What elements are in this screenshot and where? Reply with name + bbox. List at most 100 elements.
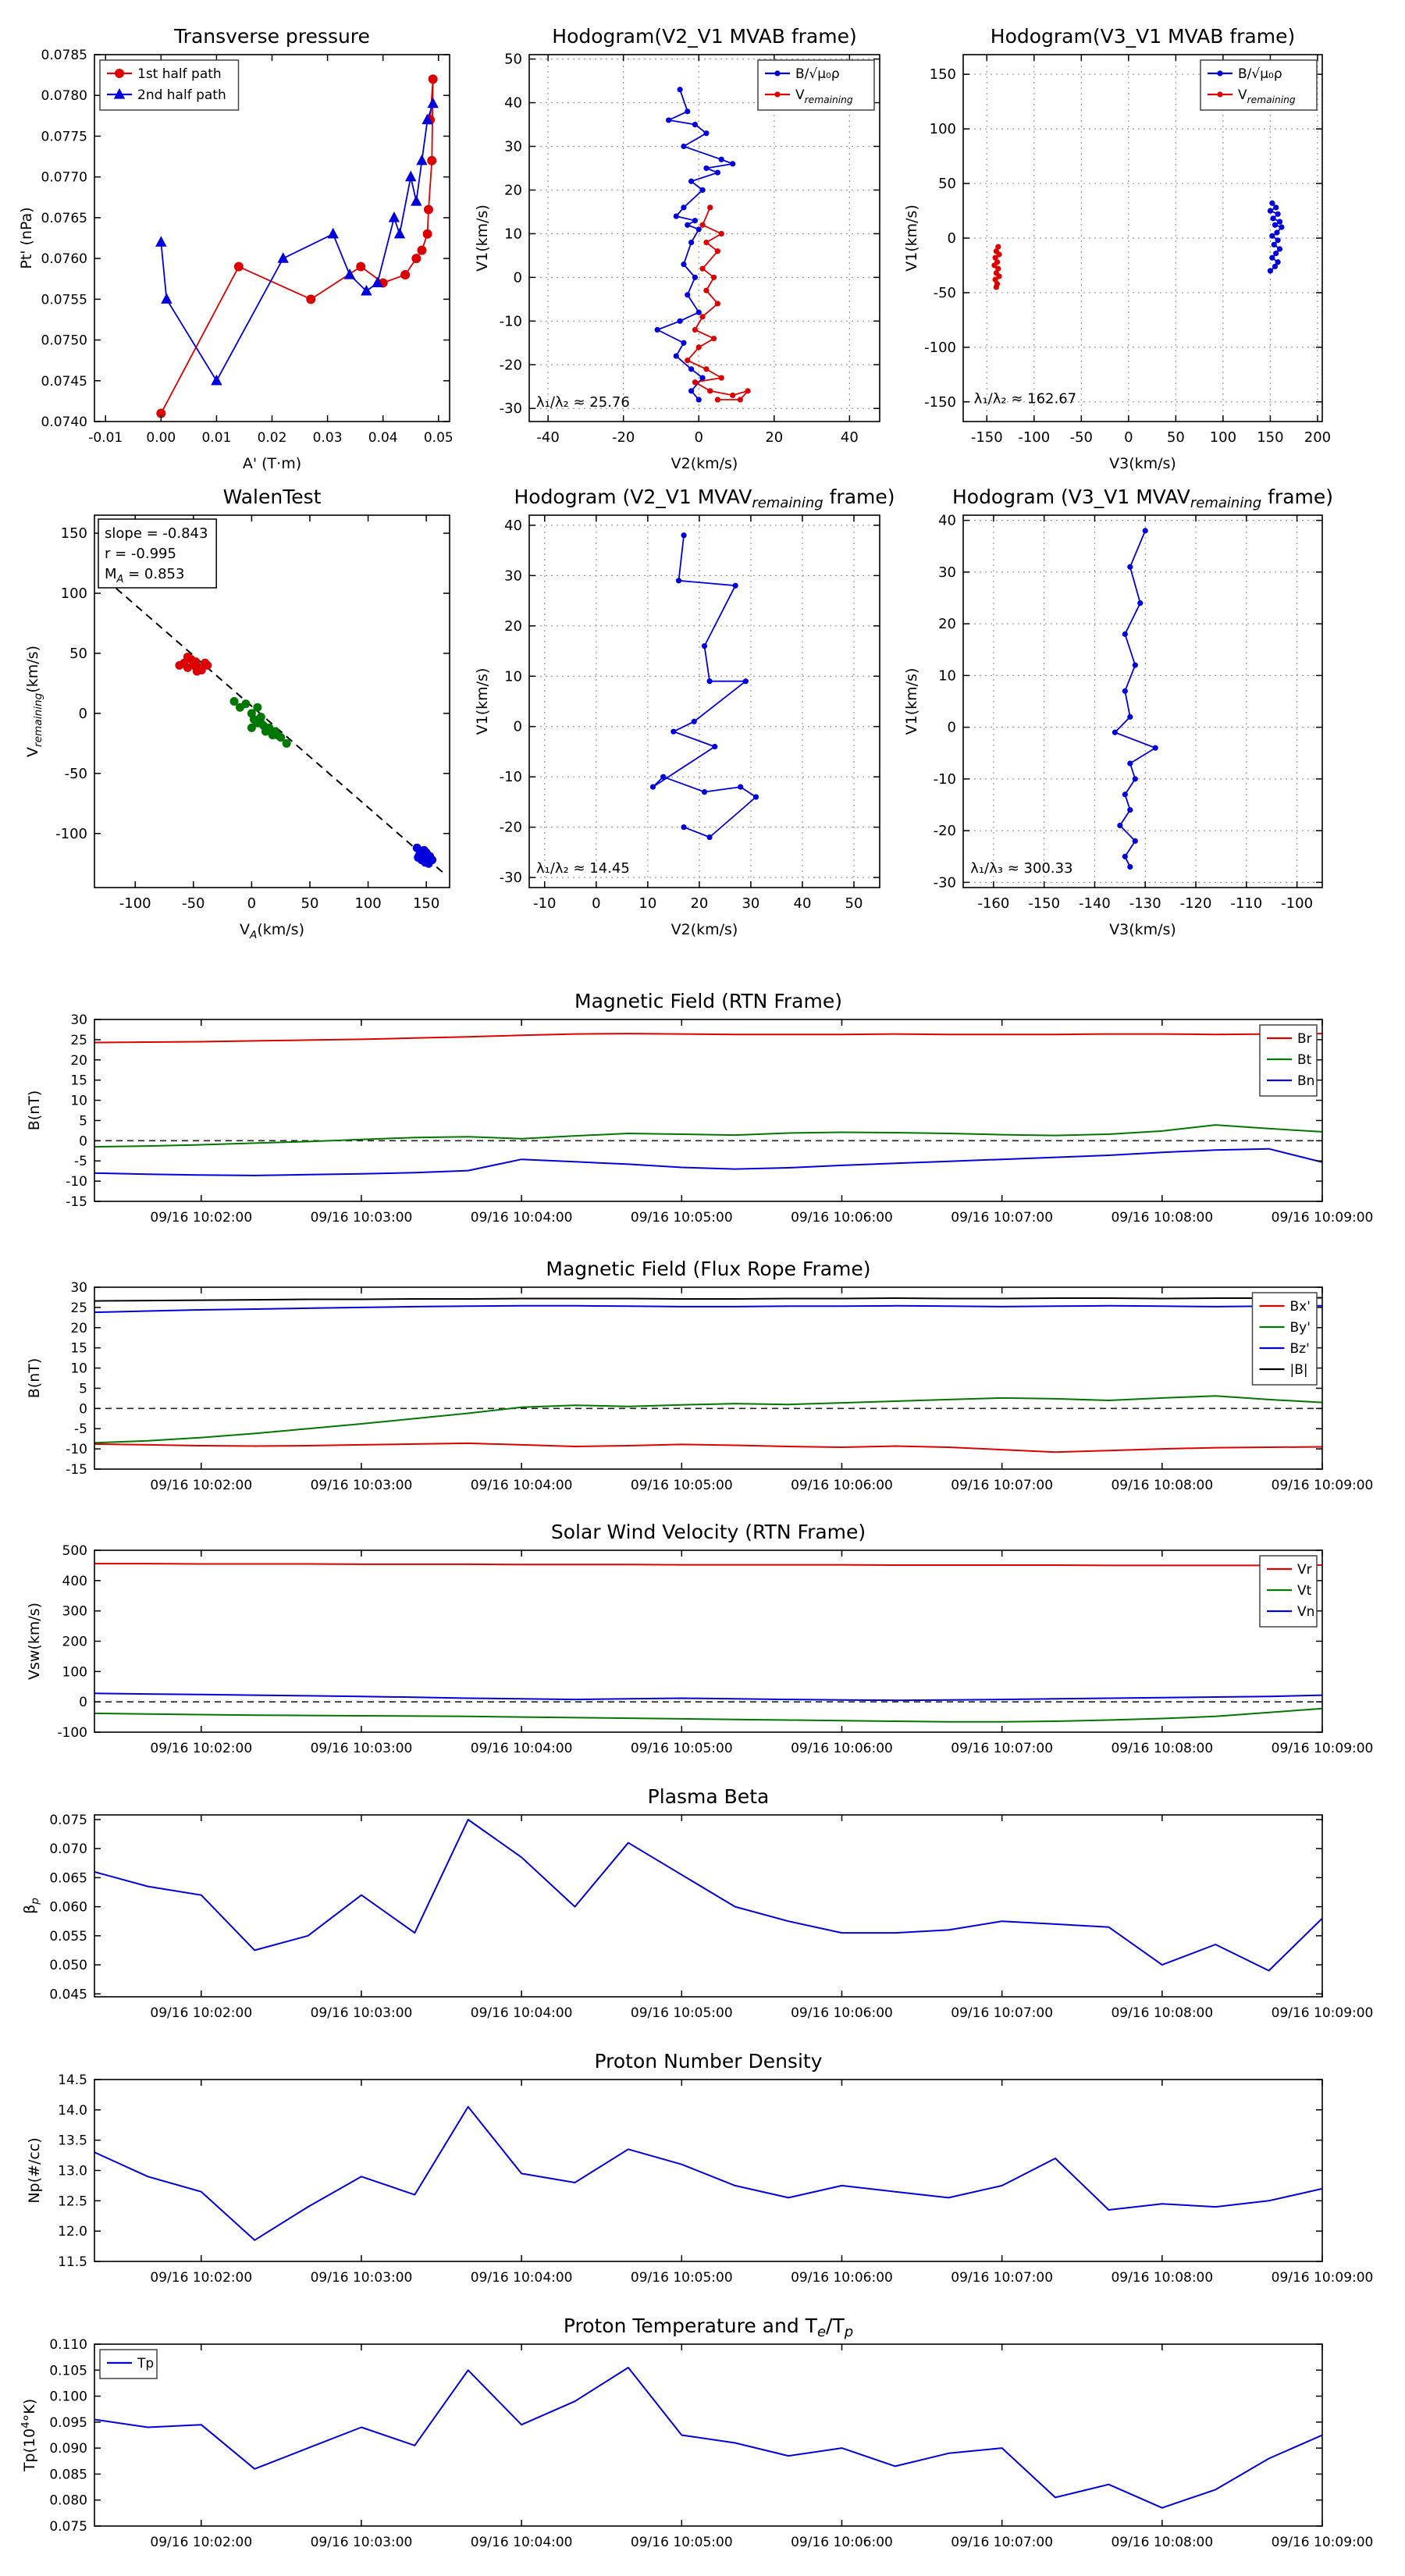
svg-text:V2(km/s): V2(km/s) bbox=[671, 455, 738, 472]
svg-text:V1(km/s): V1(km/s) bbox=[903, 205, 920, 272]
solar-wind-velocity-plot: 09/16 10:02:00 09/16 10:03:00 09/16 10:04:… bbox=[16, 1503, 1374, 1769]
svg-text:09/16 10:08:00: 09/16 10:08:00 bbox=[1111, 2005, 1213, 2021]
svg-text:500: 500 bbox=[62, 1543, 87, 1559]
svg-text:Hodogram (V2_V1 MVAVremaining: Hodogram (V2_V1 MVAVremaining frame) bbox=[514, 486, 895, 511]
svg-text:09/16 10:06:00: 09/16 10:06:00 bbox=[791, 2005, 893, 2021]
svg-text:40: 40 bbox=[504, 95, 522, 112]
svg-text:Bz': Bz' bbox=[1290, 1341, 1310, 1357]
svg-text:By': By' bbox=[1290, 1320, 1311, 1336]
svg-text:Magnetic Field (RTN Frame): Magnetic Field (RTN Frame) bbox=[574, 990, 842, 1012]
svg-text:-10: -10 bbox=[934, 771, 956, 788]
svg-text:300: 300 bbox=[62, 1604, 87, 1620]
svg-text:200: 200 bbox=[62, 1635, 87, 1650]
svg-text:0.0745: 0.0745 bbox=[41, 374, 87, 390]
svg-text:40: 40 bbox=[504, 518, 522, 534]
svg-text:10: 10 bbox=[938, 667, 956, 684]
svg-text:50: 50 bbox=[504, 52, 522, 68]
svg-text:5: 5 bbox=[79, 1113, 87, 1129]
svg-text:MA = 0.853: MA = 0.853 bbox=[105, 566, 184, 585]
svg-text:15: 15 bbox=[70, 1341, 87, 1357]
svg-text:0.075: 0.075 bbox=[49, 1813, 87, 1828]
hodogram-v2v1-mvav-plot: -10 0 10 20 30 40 50 -30 -20 -10 0 10 20 30 40 Hodogram… bbox=[468, 480, 898, 948]
svg-text:-100: -100 bbox=[57, 1725, 87, 1741]
svg-text:Proton Temperature and Te/Tp: Proton Temperature and Te/Tp bbox=[564, 2314, 853, 2340]
svg-text:30: 30 bbox=[938, 564, 956, 581]
svg-text:2nd half path: 2nd half path bbox=[137, 87, 226, 103]
svg-text:Transverse pressure: Transverse pressure bbox=[173, 25, 370, 48]
svg-text:-100: -100 bbox=[1281, 895, 1313, 912]
svg-text:100: 100 bbox=[930, 121, 956, 137]
svg-text:-30: -30 bbox=[934, 874, 956, 891]
svg-text:Proton Number Density: Proton Number Density bbox=[595, 2050, 823, 2073]
chart-svg-proton-temperature: 09/16 10:02:00 09/16 10:03:00 09/16 10:04:… bbox=[20, 2314, 1373, 2550]
svg-text:0.0760: 0.0760 bbox=[41, 251, 87, 267]
svg-text:0.0780: 0.0780 bbox=[41, 88, 87, 104]
svg-text:0.110: 0.110 bbox=[49, 2337, 87, 2353]
svg-text:-100: -100 bbox=[1018, 429, 1050, 446]
transverse-pressure-plot: -0.01 0.00 0.01 0.02 0.03 0.04 0.05 0.0740 0.074… bbox=[16, 12, 468, 480]
svg-text:Vt: Vt bbox=[1297, 1583, 1312, 1599]
svg-text:20: 20 bbox=[938, 616, 956, 632]
svg-text:09/16 10:09:00: 09/16 10:09:00 bbox=[1272, 1210, 1374, 1226]
svg-text:09/16 10:05:00: 09/16 10:05:00 bbox=[631, 2270, 733, 2286]
svg-text:B/√μ₀ρ: B/√μ₀ρ bbox=[1238, 66, 1282, 82]
svg-text:09/16 10:02:00: 09/16 10:02:00 bbox=[150, 2270, 252, 2286]
svg-text:150: 150 bbox=[1257, 429, 1283, 446]
svg-text:0.075: 0.075 bbox=[49, 2519, 87, 2535]
svg-text:100: 100 bbox=[354, 895, 381, 912]
svg-text:Bt: Bt bbox=[1297, 1052, 1312, 1068]
svg-text:|B|: |B| bbox=[1290, 1362, 1308, 1378]
svg-text:0.0770: 0.0770 bbox=[41, 170, 87, 186]
svg-text:-100: -100 bbox=[119, 895, 151, 912]
svg-text:-10: -10 bbox=[500, 769, 522, 785]
svg-text:0: 0 bbox=[948, 230, 956, 247]
svg-text:09/16 10:06:00: 09/16 10:06:00 bbox=[791, 2270, 893, 2286]
svg-text:09/16 10:08:00: 09/16 10:08:00 bbox=[1111, 1210, 1213, 1226]
svg-text:09/16 10:06:00: 09/16 10:06:00 bbox=[791, 1478, 893, 1493]
chart-svg-hodogram-v2v1-mvab: -40 -20 0 20 40 -30 -20 -10 0 10 20 30 40 50 Hodogram(… bbox=[474, 25, 880, 472]
chart-svg-transverse-pressure: -0.01 0.00 0.01 0.02 0.03 0.04 0.05 0.0740 0.074… bbox=[18, 25, 454, 472]
svg-text:-30: -30 bbox=[500, 400, 522, 417]
svg-text:5: 5 bbox=[79, 1381, 87, 1397]
svg-text:0.00: 0.00 bbox=[146, 430, 176, 446]
chart-svg-walen-test: -100 -50 0 50 100 150 -100 -50 0 50 100 150 WalenTes… bbox=[24, 486, 450, 941]
svg-text:-50: -50 bbox=[1070, 429, 1093, 446]
svg-text:Vsw(km/s): Vsw(km/s) bbox=[26, 1603, 43, 1680]
svg-text:0.0750: 0.0750 bbox=[41, 333, 87, 349]
svg-text:-100: -100 bbox=[55, 826, 87, 842]
svg-text:B(nT): B(nT) bbox=[26, 1358, 43, 1399]
svg-text:-20: -20 bbox=[934, 823, 956, 839]
svg-text:0: 0 bbox=[79, 1401, 87, 1417]
svg-text:09/16 10:03:00: 09/16 10:03:00 bbox=[311, 2005, 413, 2021]
svg-text:09/16 10:08:00: 09/16 10:08:00 bbox=[1111, 1478, 1213, 1493]
svg-text:-50: -50 bbox=[182, 895, 205, 912]
svg-text:0.085: 0.085 bbox=[49, 2467, 87, 2482]
svg-text:0.01: 0.01 bbox=[201, 430, 231, 446]
chart-svg-hodogram-v2v1-mvavr: -10 0 10 20 30 40 50 -30 -20 -10 0 10 20 30 40 Hodogram… bbox=[474, 486, 895, 938]
svg-text:30: 30 bbox=[70, 1280, 87, 1296]
svg-text:0.095: 0.095 bbox=[49, 2415, 87, 2431]
svg-text:Magnetic Field (Flux Rope Fram: Magnetic Field (Flux Rope Frame) bbox=[546, 1258, 870, 1280]
svg-text:09/16 10:05:00: 09/16 10:05:00 bbox=[631, 1478, 733, 1493]
svg-text:-5: -5 bbox=[74, 1154, 87, 1169]
svg-text:0.0785: 0.0785 bbox=[41, 48, 87, 63]
svg-text:-5: -5 bbox=[74, 1421, 87, 1437]
svg-text:50: 50 bbox=[938, 176, 956, 192]
svg-text:09/16 10:06:00: 09/16 10:06:00 bbox=[791, 1741, 893, 1756]
svg-text:13.0: 13.0 bbox=[58, 2164, 87, 2179]
svg-text:0.070: 0.070 bbox=[49, 1841, 87, 1857]
svg-text:0.0775: 0.0775 bbox=[41, 129, 87, 144]
hodogram-v2v1-mvab-plot: -40 -20 0 20 40 -30 -20 -10 0 10 20 30 40 50 Hodogram(… bbox=[468, 12, 898, 480]
svg-text:10: 10 bbox=[638, 895, 656, 912]
svg-text:0.05: 0.05 bbox=[424, 430, 454, 446]
svg-text:V3(km/s): V3(km/s) bbox=[1109, 455, 1176, 472]
svg-text:V3(km/s): V3(km/s) bbox=[1109, 921, 1176, 938]
svg-text:-150: -150 bbox=[971, 429, 1003, 446]
svg-text:09/16 10:04:00: 09/16 10:04:00 bbox=[471, 2270, 573, 2286]
svg-text:-50: -50 bbox=[65, 766, 87, 782]
svg-text:14.0: 14.0 bbox=[58, 2103, 87, 2119]
plasma-beta-plot: 09/16 10:02:00 09/16 10:03:00 09/16 10:04:… bbox=[16, 1768, 1374, 2033]
svg-text:09/16 10:04:00: 09/16 10:04:00 bbox=[471, 2535, 573, 2550]
svg-text:09/16 10:09:00: 09/16 10:09:00 bbox=[1272, 2005, 1374, 2021]
svg-text:09/16 10:06:00: 09/16 10:06:00 bbox=[791, 1210, 893, 1226]
